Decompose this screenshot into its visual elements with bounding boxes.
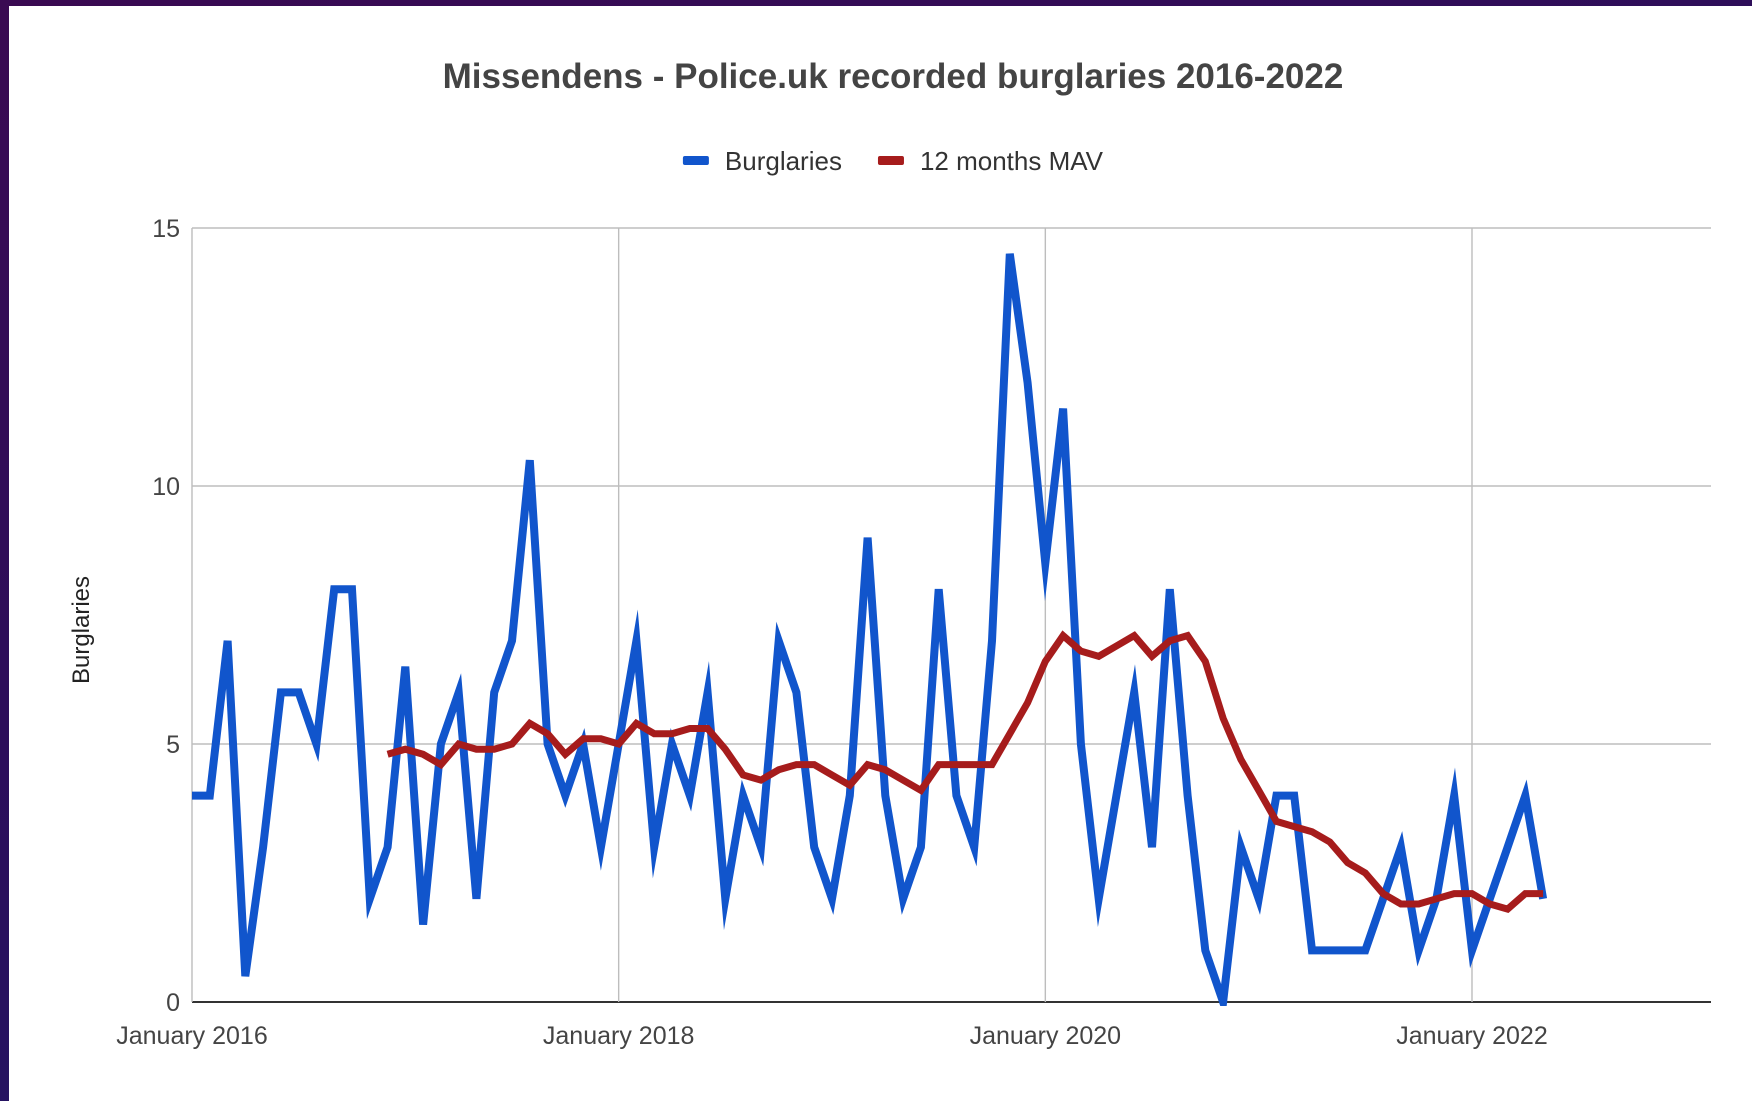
gridlines — [191, 227, 1711, 1003]
x-axis-ticks: January 2016 January 2018 January 2020 Janu… — [116, 1022, 1548, 1050]
legend-label: Burglaries — [725, 146, 842, 176]
legend-swatch — [682, 156, 709, 165]
legend-label: 12 months MAV — [920, 146, 1104, 176]
x-tick-label: January 2016 — [116, 1022, 268, 1050]
y-tick-label: 5 — [166, 731, 180, 759]
series-layer — [192, 253, 1548, 1006]
legend: Burglaries 12 months MAV — [682, 146, 1104, 176]
y-tick-label: 15 — [152, 215, 180, 243]
chart-title: Missendens - Police.uk recorded burglari… — [443, 57, 1344, 96]
x-tick-label: January 2020 — [970, 1022, 1122, 1050]
chart-card: Missendens - Police.uk recorded burglari… — [9, 6, 1752, 1101]
series-line-burglaries — [192, 253, 1548, 1006]
series-line-12-months-mav — [386, 630, 1544, 913]
legend-item-burglaries: Burglaries — [682, 146, 842, 176]
line-chart: Missendens - Police.uk recorded burglari… — [68, 57, 1711, 1050]
y-tick-label: 0 — [166, 989, 180, 1017]
x-tick-label: January 2018 — [543, 1022, 695, 1050]
y-axis-title: Burglaries — [68, 576, 95, 684]
legend-swatch — [877, 156, 904, 165]
y-tick-label: 10 — [152, 473, 180, 501]
legend-item-12-months-mav: 12 months MAV — [877, 146, 1104, 176]
x-tick-label: January 2022 — [1396, 1022, 1548, 1050]
y-axis-ticks: 0 5 10 15 — [152, 215, 180, 1017]
